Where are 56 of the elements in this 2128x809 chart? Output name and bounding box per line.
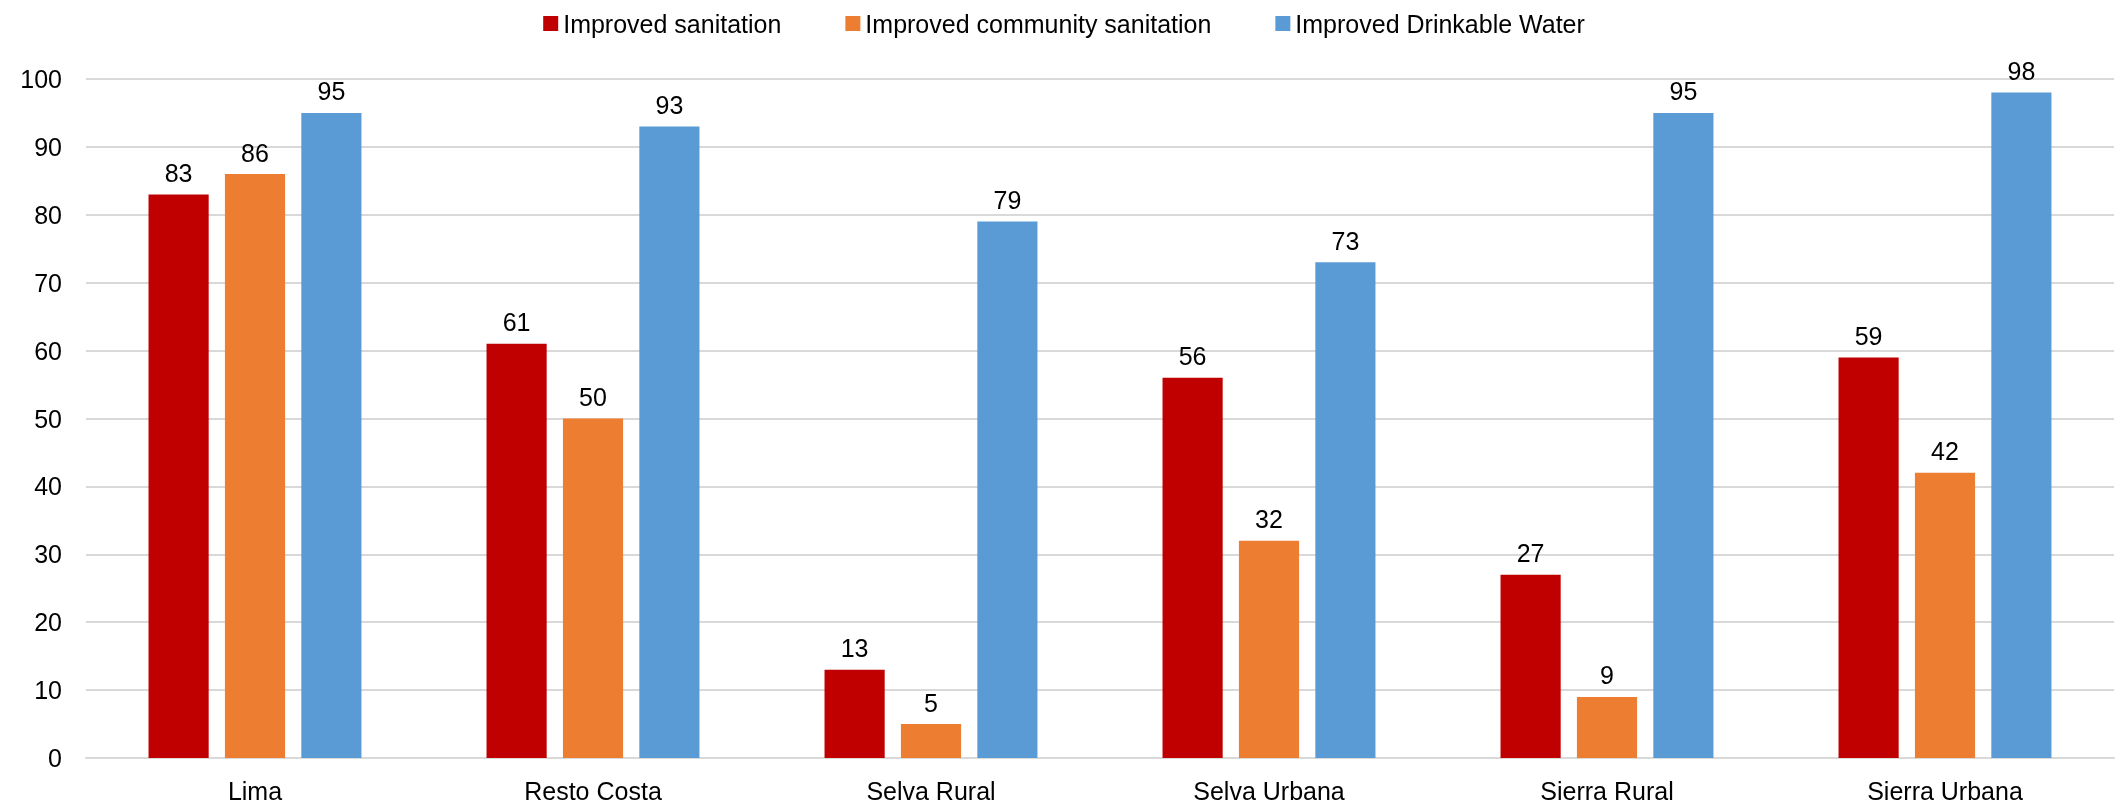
x-tick-label: Selva Urbana	[1193, 776, 1345, 805]
legend-label: Improved community sanitation	[865, 9, 1212, 38]
legend-label: Improved sanitation	[563, 9, 782, 38]
data-label: 83	[164, 158, 193, 187]
data-label: 95	[1669, 77, 1698, 106]
bar	[301, 112, 362, 758]
bar	[1653, 112, 1714, 758]
data-label: 93	[655, 91, 684, 120]
y-tick-label: 70	[34, 268, 62, 297]
bar	[977, 221, 1038, 758]
data-label: 86	[241, 138, 269, 167]
data-label: 95	[317, 77, 346, 106]
bar	[1500, 574, 1561, 758]
data-label: 56	[1178, 342, 1207, 371]
y-tick-label: 10	[34, 676, 62, 705]
y-tick-label: 0	[48, 744, 62, 772]
x-tick-label: Selva Rural	[866, 776, 996, 805]
data-label: 79	[993, 186, 1022, 215]
y-tick-label: 90	[34, 132, 62, 161]
data-label: 32	[1255, 505, 1283, 534]
bar	[1914, 472, 1976, 758]
bar	[1838, 357, 1899, 758]
y-tick-label: 50	[34, 404, 62, 433]
bar	[900, 724, 962, 758]
bar	[824, 669, 885, 758]
bar	[1576, 696, 1638, 758]
x-tick-label: Resto Costa	[524, 776, 662, 805]
x-tick-label: Lima	[227, 776, 283, 805]
y-tick-label: 60	[34, 336, 62, 365]
y-tick-label: 80	[34, 200, 62, 229]
bar	[639, 126, 700, 758]
data-label: 9	[1600, 661, 1614, 690]
data-label: 98	[2007, 57, 2036, 86]
data-label: 50	[579, 383, 607, 411]
bar	[224, 174, 286, 758]
bar	[148, 194, 209, 758]
bar	[1315, 262, 1376, 758]
data-label: 27	[1516, 539, 1545, 568]
y-tick-label: 30	[34, 540, 62, 569]
y-tick-label: 40	[34, 472, 62, 501]
data-label: 61	[502, 308, 531, 337]
x-tick-label: Sierra Rural	[1540, 776, 1674, 805]
y-tick-label: 100	[20, 65, 62, 93]
data-label: 73	[1331, 226, 1360, 255]
bar	[1162, 377, 1223, 758]
data-label: 5	[924, 688, 938, 717]
data-label: 59	[1854, 321, 1883, 350]
bar	[1238, 540, 1300, 758]
bar	[1991, 92, 2052, 758]
x-tick-label: Sierra Urbana	[1867, 776, 2023, 805]
data-label: 13	[840, 634, 869, 663]
bar	[486, 343, 547, 758]
y-tick-label: 20	[34, 608, 62, 637]
bar	[562, 418, 624, 758]
legend-label: Improved Drinkable Water	[1295, 9, 1585, 38]
data-label: 42	[1931, 437, 1959, 466]
